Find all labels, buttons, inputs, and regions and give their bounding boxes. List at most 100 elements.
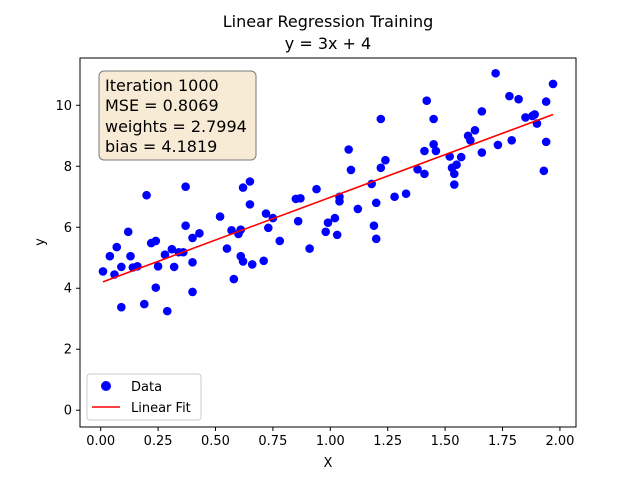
data-point bbox=[188, 233, 197, 243]
x-tick-label: 1.00 bbox=[316, 434, 345, 449]
data-point bbox=[346, 165, 356, 175]
x-tick-label: 1.50 bbox=[431, 434, 460, 449]
data-point bbox=[413, 165, 422, 174]
data-point bbox=[530, 110, 539, 119]
data-point bbox=[293, 216, 303, 226]
data-point bbox=[541, 97, 551, 106]
data-point bbox=[376, 114, 386, 124]
data-point bbox=[112, 242, 122, 252]
data-point bbox=[188, 287, 197, 297]
y-tick-label: 2 bbox=[64, 343, 72, 358]
data-point bbox=[548, 79, 558, 89]
legend-data-marker bbox=[101, 381, 111, 391]
data-point bbox=[477, 148, 487, 157]
data-point bbox=[344, 145, 353, 154]
data-point bbox=[376, 163, 386, 173]
y-tick-label: 6 bbox=[64, 221, 72, 236]
data-point bbox=[151, 283, 161, 292]
data-point bbox=[323, 218, 333, 227]
data-point bbox=[142, 190, 151, 200]
data-point bbox=[330, 213, 340, 223]
data-point bbox=[117, 302, 126, 312]
legend-frame bbox=[86, 373, 202, 421]
weights-text: weights = 2.7994 bbox=[105, 117, 247, 136]
data-point bbox=[321, 227, 331, 237]
data-point bbox=[123, 227, 133, 237]
data-point bbox=[245, 200, 255, 209]
data-point bbox=[181, 182, 190, 191]
bias-text: bias = 4.1819 bbox=[105, 137, 217, 156]
data-point bbox=[422, 96, 432, 105]
y-tick-label: 4 bbox=[64, 282, 72, 297]
data-point bbox=[429, 114, 438, 124]
x-tick-label: 1.25 bbox=[373, 434, 402, 449]
legend-data-label: Data bbox=[131, 380, 162, 395]
data-point bbox=[371, 234, 381, 244]
x-tick-label: 0.00 bbox=[86, 434, 115, 449]
data-points bbox=[98, 68, 558, 316]
x-tick-label: 0.75 bbox=[258, 434, 287, 449]
chart-title: Linear Regression Training bbox=[223, 12, 434, 31]
data-point bbox=[369, 221, 379, 231]
data-point bbox=[195, 229, 204, 238]
data-point bbox=[353, 204, 363, 214]
y-tick-label: 10 bbox=[55, 99, 72, 114]
data-point bbox=[452, 160, 461, 170]
data-point bbox=[275, 236, 285, 246]
data-point bbox=[139, 299, 149, 309]
data-point bbox=[160, 250, 170, 259]
data-point bbox=[167, 244, 177, 254]
x-tick-label: 0.25 bbox=[144, 434, 173, 449]
data-point bbox=[505, 91, 514, 101]
y-tick-label: 0 bbox=[64, 404, 72, 419]
data-point bbox=[539, 166, 549, 176]
data-point bbox=[493, 140, 503, 150]
data-point bbox=[449, 169, 459, 179]
data-point bbox=[431, 146, 441, 156]
data-point bbox=[521, 113, 530, 122]
data-point bbox=[229, 274, 239, 284]
y-axis-ticks: 0 2 4 6 8 10 bbox=[55, 99, 80, 419]
data-point bbox=[126, 251, 135, 261]
data-point bbox=[153, 261, 163, 271]
data-point bbox=[263, 223, 273, 233]
data-point bbox=[247, 260, 257, 269]
data-point bbox=[215, 212, 225, 221]
x-tick-label: 0.50 bbox=[201, 434, 230, 449]
data-point bbox=[420, 169, 429, 179]
mse-text: MSE = 0.8069 bbox=[105, 96, 219, 115]
data-point bbox=[151, 236, 161, 246]
y-axis-label: y bbox=[33, 238, 48, 246]
x-axis-label: X bbox=[324, 456, 333, 471]
data-point bbox=[449, 180, 459, 189]
data-point bbox=[420, 146, 429, 156]
data-point bbox=[261, 209, 271, 218]
data-point bbox=[371, 198, 381, 208]
data-point bbox=[245, 177, 255, 186]
data-point bbox=[514, 94, 523, 104]
data-point bbox=[238, 257, 248, 266]
info-box-frame bbox=[98, 70, 257, 161]
x-tick-label: 1.75 bbox=[488, 434, 517, 449]
linear-fit-line bbox=[102, 113, 554, 283]
data-point bbox=[259, 256, 269, 266]
data-point bbox=[429, 140, 438, 149]
data-point bbox=[181, 221, 190, 231]
legend-fit-label: Linear Fit bbox=[131, 401, 191, 416]
training-info-box: Iteration 1000 MSE = 0.8069 weights = 2.… bbox=[98, 70, 257, 161]
data-point bbox=[169, 262, 179, 272]
data-point bbox=[312, 184, 321, 194]
data-point bbox=[456, 152, 466, 162]
data-point bbox=[296, 193, 305, 203]
iteration-text: Iteration 1000 bbox=[105, 76, 219, 95]
data-point bbox=[507, 136, 517, 145]
data-point bbox=[381, 155, 390, 165]
data-point bbox=[98, 267, 108, 276]
data-point bbox=[332, 230, 342, 240]
data-point bbox=[238, 183, 248, 192]
x-tick-label: 2.00 bbox=[545, 434, 574, 449]
y-tick-label: 8 bbox=[64, 160, 72, 175]
legend: Data Linear Fit bbox=[86, 373, 202, 421]
data-point bbox=[541, 137, 551, 147]
